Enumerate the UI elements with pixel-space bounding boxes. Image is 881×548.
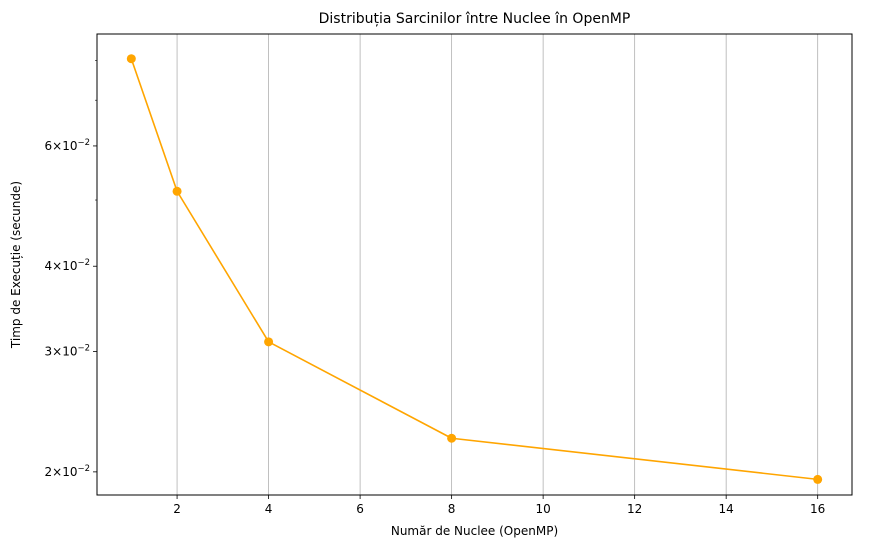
data-point bbox=[264, 337, 274, 347]
data-point bbox=[813, 474, 823, 484]
chart-title: Distribuția Sarcinilor între Nuclee în O… bbox=[319, 11, 631, 27]
data-point bbox=[126, 54, 136, 64]
y-axis-label: Timp de Execuție (secunde) bbox=[9, 181, 23, 349]
y-axis-ticks: 2×10−2 3×10−2 4×10−2 6×10−2 bbox=[45, 60, 97, 479]
x-tick-label: 4 bbox=[265, 502, 273, 516]
series-marker-layer bbox=[126, 54, 823, 484]
grid bbox=[176, 34, 819, 495]
x-tick-label: 16 bbox=[810, 502, 825, 516]
x-tick-label: 8 bbox=[448, 502, 456, 516]
x-tick-label: 2 bbox=[173, 502, 181, 516]
x-tick-label: 6 bbox=[356, 502, 364, 516]
y-tick-label: 6×10−2 bbox=[45, 138, 91, 153]
x-axis-label: Număr de Nuclee (OpenMP) bbox=[391, 524, 558, 538]
data-point bbox=[447, 433, 457, 443]
y-tick-label: 3×10−2 bbox=[45, 344, 91, 359]
x-tick-label: 12 bbox=[627, 502, 642, 516]
plot-frame bbox=[96, 33, 853, 496]
y-tick-label: 4×10−2 bbox=[45, 258, 91, 273]
data-point bbox=[172, 186, 182, 196]
x-tick-label: 10 bbox=[535, 502, 550, 516]
x-tick-label: 14 bbox=[719, 502, 734, 516]
x-axis-ticks: 2 4 6 8 10 12 14 16 bbox=[173, 495, 825, 516]
y-tick-label: 2×10−2 bbox=[45, 464, 91, 479]
